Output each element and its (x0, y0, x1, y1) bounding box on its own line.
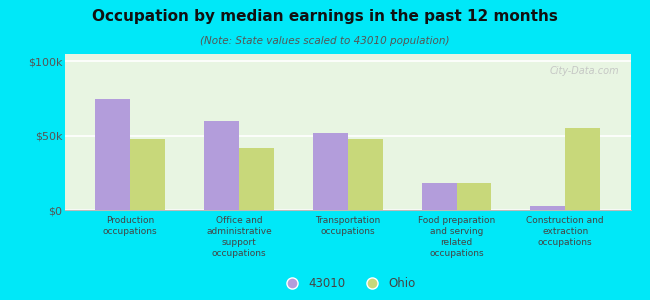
Legend: 43010, Ohio: 43010, Ohio (276, 272, 420, 295)
Bar (96, 99, 130, 210)
Bar (239, 148, 274, 210)
Bar (566, 128, 600, 210)
Text: City-Data.com: City-Data.com (549, 67, 619, 76)
Bar (313, 133, 348, 210)
Bar (422, 183, 456, 210)
Bar (456, 183, 491, 210)
Bar (348, 139, 383, 210)
Bar (530, 206, 566, 210)
Bar (130, 139, 165, 210)
Text: (Note: State values scaled to 43010 population): (Note: State values scaled to 43010 popu… (200, 36, 450, 46)
Text: Occupation by median earnings in the past 12 months: Occupation by median earnings in the pas… (92, 9, 558, 24)
Bar (204, 121, 239, 210)
